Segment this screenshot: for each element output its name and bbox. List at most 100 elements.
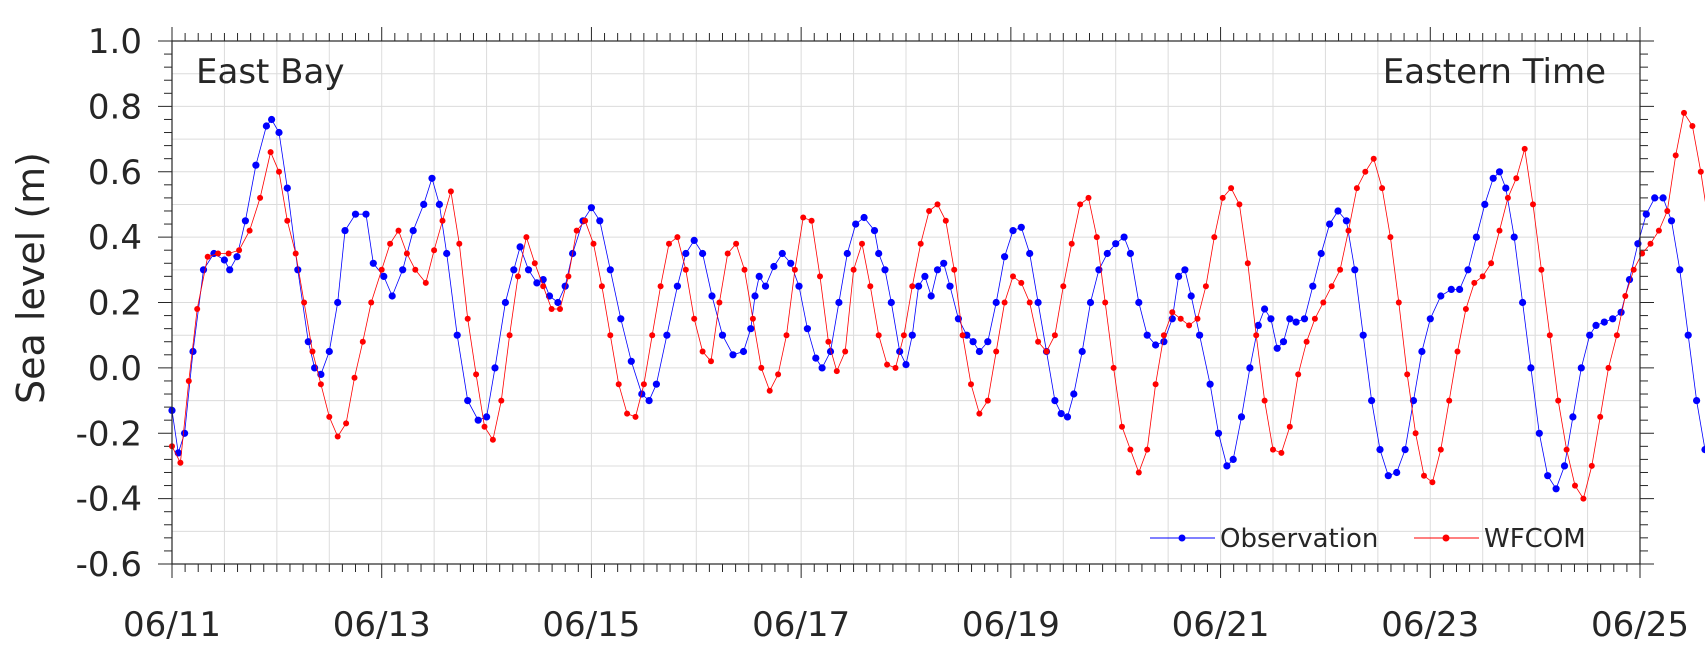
data-point [252, 161, 260, 169]
data-point [835, 298, 843, 307]
data-point [1609, 315, 1617, 323]
data-point [1681, 109, 1687, 116]
data-point [334, 298, 342, 307]
series-observation [168, 115, 1705, 493]
data-point [615, 381, 622, 388]
data-point [590, 240, 597, 247]
data-point [284, 217, 291, 224]
plot-frame [171, 40, 1641, 565]
x-tick-label: 06/11 [123, 605, 221, 645]
data-point [598, 283, 605, 290]
data-point [741, 266, 748, 273]
data-point [766, 387, 773, 394]
data-point [1546, 332, 1553, 339]
data-point [1026, 299, 1033, 306]
data-point [587, 204, 596, 212]
data-point [1261, 305, 1269, 313]
data-point [1376, 446, 1384, 454]
data-point [1186, 322, 1193, 329]
data-point [1229, 455, 1237, 463]
axis-ticks [158, 27, 1654, 578]
data-point [531, 260, 538, 267]
data-point [464, 397, 472, 405]
data-point [276, 168, 282, 175]
data-point [1495, 168, 1504, 176]
data-point [1135, 298, 1143, 307]
data-point [649, 332, 656, 339]
data-point [1196, 331, 1204, 339]
data-point [984, 338, 992, 346]
x-tick-label: 06/25 [1591, 605, 1689, 645]
data-point [1286, 315, 1294, 323]
data-point [826, 347, 835, 356]
data-point [926, 208, 933, 214]
data-point [412, 266, 419, 273]
data-point [453, 331, 461, 339]
legend: Observation WFCOM [1150, 524, 1586, 554]
data-point [1370, 155, 1377, 162]
data-point [1489, 174, 1497, 182]
legend-wfcom-label: WFCOM [1484, 524, 1586, 554]
data-point [199, 266, 208, 274]
data-point [1560, 462, 1569, 470]
data-point [1504, 194, 1511, 201]
data-point [428, 174, 436, 182]
data-point [443, 249, 451, 258]
data-point [1261, 397, 1268, 404]
data-point [817, 273, 823, 280]
data-point [1175, 272, 1183, 280]
data-point [351, 210, 360, 218]
data-point [875, 332, 882, 339]
data-point [800, 214, 807, 221]
data-point [1454, 348, 1461, 355]
data-point [177, 459, 184, 466]
data-point [1110, 364, 1117, 371]
data-point [1667, 217, 1676, 225]
data-point [1617, 308, 1625, 316]
y-tick-labels: 1.0 0.8 0.6 0.4 0.2 0.0 -0.2 -0.4 -0.6 [76, 22, 142, 585]
data-point [984, 397, 991, 404]
data-point [220, 256, 228, 264]
data-point [674, 234, 681, 241]
data-point [758, 364, 765, 371]
data-point [1093, 234, 1100, 241]
data-point [236, 247, 243, 254]
data-point [1496, 227, 1503, 234]
data-point [334, 433, 341, 440]
data-point [1228, 185, 1235, 192]
data-point [1010, 273, 1016, 280]
data-point [1462, 306, 1469, 312]
data-point [548, 306, 555, 312]
data-point [666, 240, 672, 247]
data-point [1530, 201, 1536, 208]
data-point [761, 282, 770, 290]
data-point [881, 266, 889, 274]
data-point [969, 338, 977, 346]
data-point [481, 423, 488, 430]
data-point [1418, 347, 1426, 356]
data-point [326, 413, 333, 420]
data-point [554, 298, 562, 307]
data-point [739, 347, 748, 356]
data-point [733, 240, 740, 247]
data-point [362, 210, 370, 218]
y-tick-label: 0.6 [88, 153, 142, 193]
data-point [1317, 249, 1325, 258]
data-point [268, 115, 276, 124]
data-point [942, 217, 949, 224]
data-point [215, 250, 222, 257]
data-point [1647, 240, 1654, 247]
data-point [690, 236, 698, 244]
data-point [1043, 348, 1050, 355]
data-point [378, 266, 385, 273]
data-point [1580, 495, 1587, 502]
data-point [1103, 249, 1111, 258]
series-wfcom [169, 109, 1705, 502]
data-point [1464, 266, 1472, 274]
data-point [818, 364, 826, 372]
data-point [778, 249, 786, 258]
data-point [663, 331, 671, 339]
data-point [262, 122, 270, 130]
series-line [171, 111, 1705, 500]
